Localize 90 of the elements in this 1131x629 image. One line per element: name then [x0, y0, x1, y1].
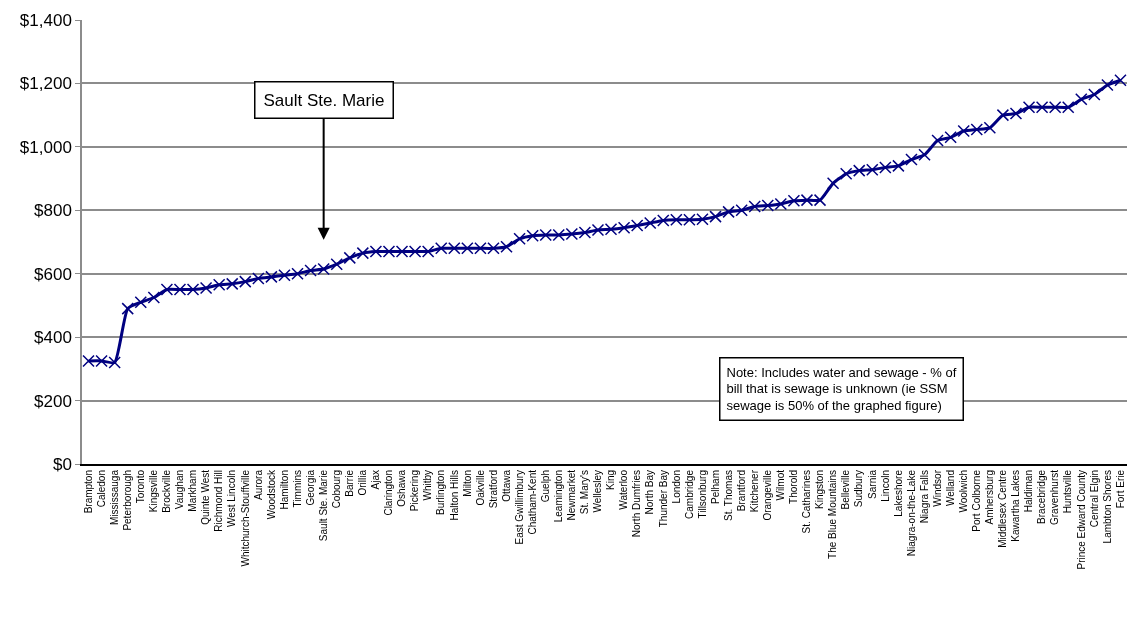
y-tick-label: $800	[34, 201, 72, 221]
x-tick-label: Brampton	[82, 470, 94, 514]
x-tick-label: St. Mary's	[579, 470, 591, 515]
x-tick-label: Caledon	[95, 470, 107, 508]
x-tick-label: Milton	[461, 470, 473, 497]
y-tick-label: $1,000	[19, 137, 72, 157]
annotation: Note: Includes water and sewage - % of bill that is sewage is unknown (ie SSM sewage is 50% of the graphed figure)	[726, 364, 957, 414]
x-tick-label: Huntsville	[1062, 469, 1074, 514]
x-tick-label: Stratford	[487, 470, 499, 509]
x-tick-label: Kitchener	[748, 469, 760, 513]
x-tick-label: Welland	[944, 470, 956, 506]
x-tick-label: Leamington	[553, 470, 565, 523]
y-tick-label: $200	[34, 391, 72, 411]
x-tick-label: Peterborough	[121, 470, 133, 531]
x-tick-label: Richmond Hill	[213, 470, 225, 532]
x-tick-label: Orangeville	[762, 469, 774, 521]
x-tick-label: Quinte West	[200, 469, 212, 525]
x-tick-label: Hamilton	[278, 470, 290, 510]
x-tick-label: Fort Erie	[1114, 469, 1126, 509]
x-tick-label: Oshawa	[396, 469, 408, 507]
x-tick-label: Newmarket	[566, 469, 578, 521]
x-tick-label: North Bay	[644, 470, 656, 515]
x-tick-label: Port Colborne	[971, 469, 983, 532]
x-tick-label: Windsor	[931, 469, 943, 507]
x-tick-label: Amhersburg	[984, 470, 996, 525]
x-tick-label: Belleville	[840, 469, 852, 510]
x-tick-label: Central Elgin	[1088, 470, 1100, 528]
y-tick-label: $0	[52, 454, 72, 474]
x-tick-label: Kawartha Lakes	[1010, 470, 1022, 542]
y-tick-label: $1,400	[19, 10, 72, 30]
x-tick-label: Halton Hills	[448, 470, 460, 521]
x-tick-label: Barrie	[344, 469, 356, 497]
x-tick-label: King	[605, 470, 617, 491]
x-tick-label: St. Catharines	[801, 470, 813, 534]
x-tick-label: Brockville	[161, 469, 173, 513]
x-tick-label: Bracebridge	[1036, 469, 1048, 524]
x-tick-label: London	[670, 470, 682, 504]
x-tick-label: Cobourg	[330, 470, 342, 509]
x-tick-label: Wellesley	[592, 470, 604, 513]
x-tick-label: Pelham	[709, 470, 721, 504]
x-tick-label: Niagra-on-the-Lake	[905, 469, 917, 557]
x-tick-label: Georgia	[304, 469, 316, 506]
x-tick-label: Lakeshore	[892, 469, 904, 517]
y-tick-label: $400	[34, 328, 72, 348]
x-tick-label: Lincoln	[879, 470, 891, 502]
x-tick-label: Burlington	[435, 470, 447, 516]
x-tick-label: Wilmot	[775, 469, 787, 501]
x-tick-label: Orillia	[357, 469, 369, 496]
x-tick-label: Waterloo	[618, 469, 630, 510]
x-tick-label: North Dumfries	[631, 470, 643, 538]
x-tick-label: Middlesex Centre	[997, 469, 1009, 548]
x-tick-label: Chatham-Kent	[526, 469, 538, 535]
x-tick-label: Prince Edward County	[1075, 470, 1087, 570]
x-tick-label: Clarington	[383, 470, 395, 516]
x-tick-label: St. Thomas	[722, 470, 734, 521]
x-tick-label: Guelph	[539, 470, 551, 503]
x-tick-label: Toronto	[135, 469, 147, 504]
x-tick-label: Sarnia	[866, 469, 878, 499]
x-tick-label: Timmins	[291, 470, 303, 508]
x-tick-label: Brantford	[735, 470, 747, 512]
annotation: Sault Ste. Marie	[263, 90, 385, 110]
x-tick-label: Sault Ste. Marie	[317, 469, 329, 542]
x-tick-label: Markham	[187, 470, 199, 512]
x-tick-label: The Blue Mountains	[827, 470, 839, 559]
x-tick-label: West Lincoln	[226, 470, 238, 528]
x-tick-label: Vaughan	[174, 470, 186, 510]
x-tick-label: Ottawa	[500, 469, 512, 502]
x-tick-label: Cambridge	[683, 469, 695, 519]
x-tick-label: Haldiman	[1023, 470, 1035, 513]
y-tick-label: $1,200	[19, 74, 72, 94]
x-tick-label: Ajax	[370, 470, 382, 490]
x-tick-label: East Gwillimbury	[513, 470, 525, 545]
x-tick-label: Mississauga	[108, 469, 120, 526]
x-tick-label: Aurora	[252, 469, 264, 501]
x-tick-label: Gravenhurst	[1049, 469, 1061, 526]
x-tick-label: Thorold	[788, 470, 800, 504]
x-tick-label: Woolwich	[957, 470, 969, 513]
x-tick-label: Tillsonburg	[696, 470, 708, 519]
x-tick-label: Kingsville	[148, 469, 160, 513]
x-tick-label: Whitby	[422, 470, 434, 501]
x-tick-label: Kingston	[814, 470, 826, 509]
x-tick-label: Sudbury	[853, 470, 865, 508]
y-tick-label: $600	[34, 264, 72, 284]
x-tick-label: Oakville	[474, 469, 486, 506]
x-tick-label: Thunder Bay	[657, 470, 669, 528]
x-tick-label: Whitchurch-Stouffville	[239, 469, 251, 567]
x-tick-label: Pickering	[409, 470, 421, 512]
x-tick-label: Lambton Shores	[1101, 470, 1113, 544]
x-tick-label: Woodstock	[265, 469, 277, 520]
x-tick-label: Niagra Falls	[918, 470, 930, 524]
